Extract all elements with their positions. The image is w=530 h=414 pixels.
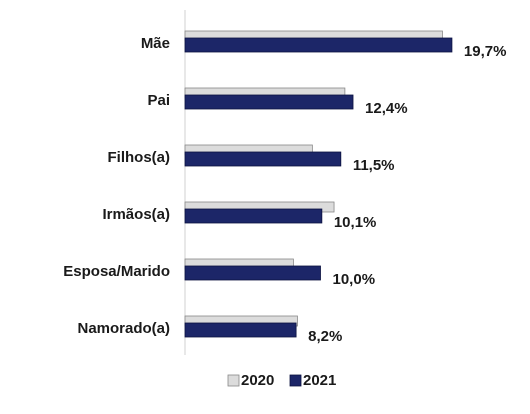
value-label: 10,1% — [334, 214, 377, 231]
category-label: Filhos(a) — [108, 149, 171, 166]
bar — [184, 151, 342, 167]
bar — [184, 37, 453, 53]
value-label: 10,0% — [333, 271, 376, 288]
bar — [184, 322, 297, 338]
value-label: 8,2% — [308, 328, 342, 345]
value-label: 19,7% — [464, 43, 507, 60]
category-label: Irmãos(a) — [102, 206, 170, 223]
bar — [184, 94, 354, 110]
value-label: 12,4% — [365, 100, 408, 117]
bar — [184, 208, 323, 224]
category-label: Mãe — [141, 35, 170, 52]
legend-label: 2021 — [303, 372, 336, 389]
value-label: 11,5% — [353, 157, 395, 174]
category-label: Esposa/Marido — [63, 263, 170, 280]
legend-swatch — [227, 374, 240, 387]
category-label: Pai — [147, 92, 170, 109]
bar — [184, 265, 321, 281]
legend-swatch — [289, 374, 302, 387]
category-label: Namorado(a) — [77, 320, 170, 337]
legend-label: 2020 — [241, 372, 274, 389]
